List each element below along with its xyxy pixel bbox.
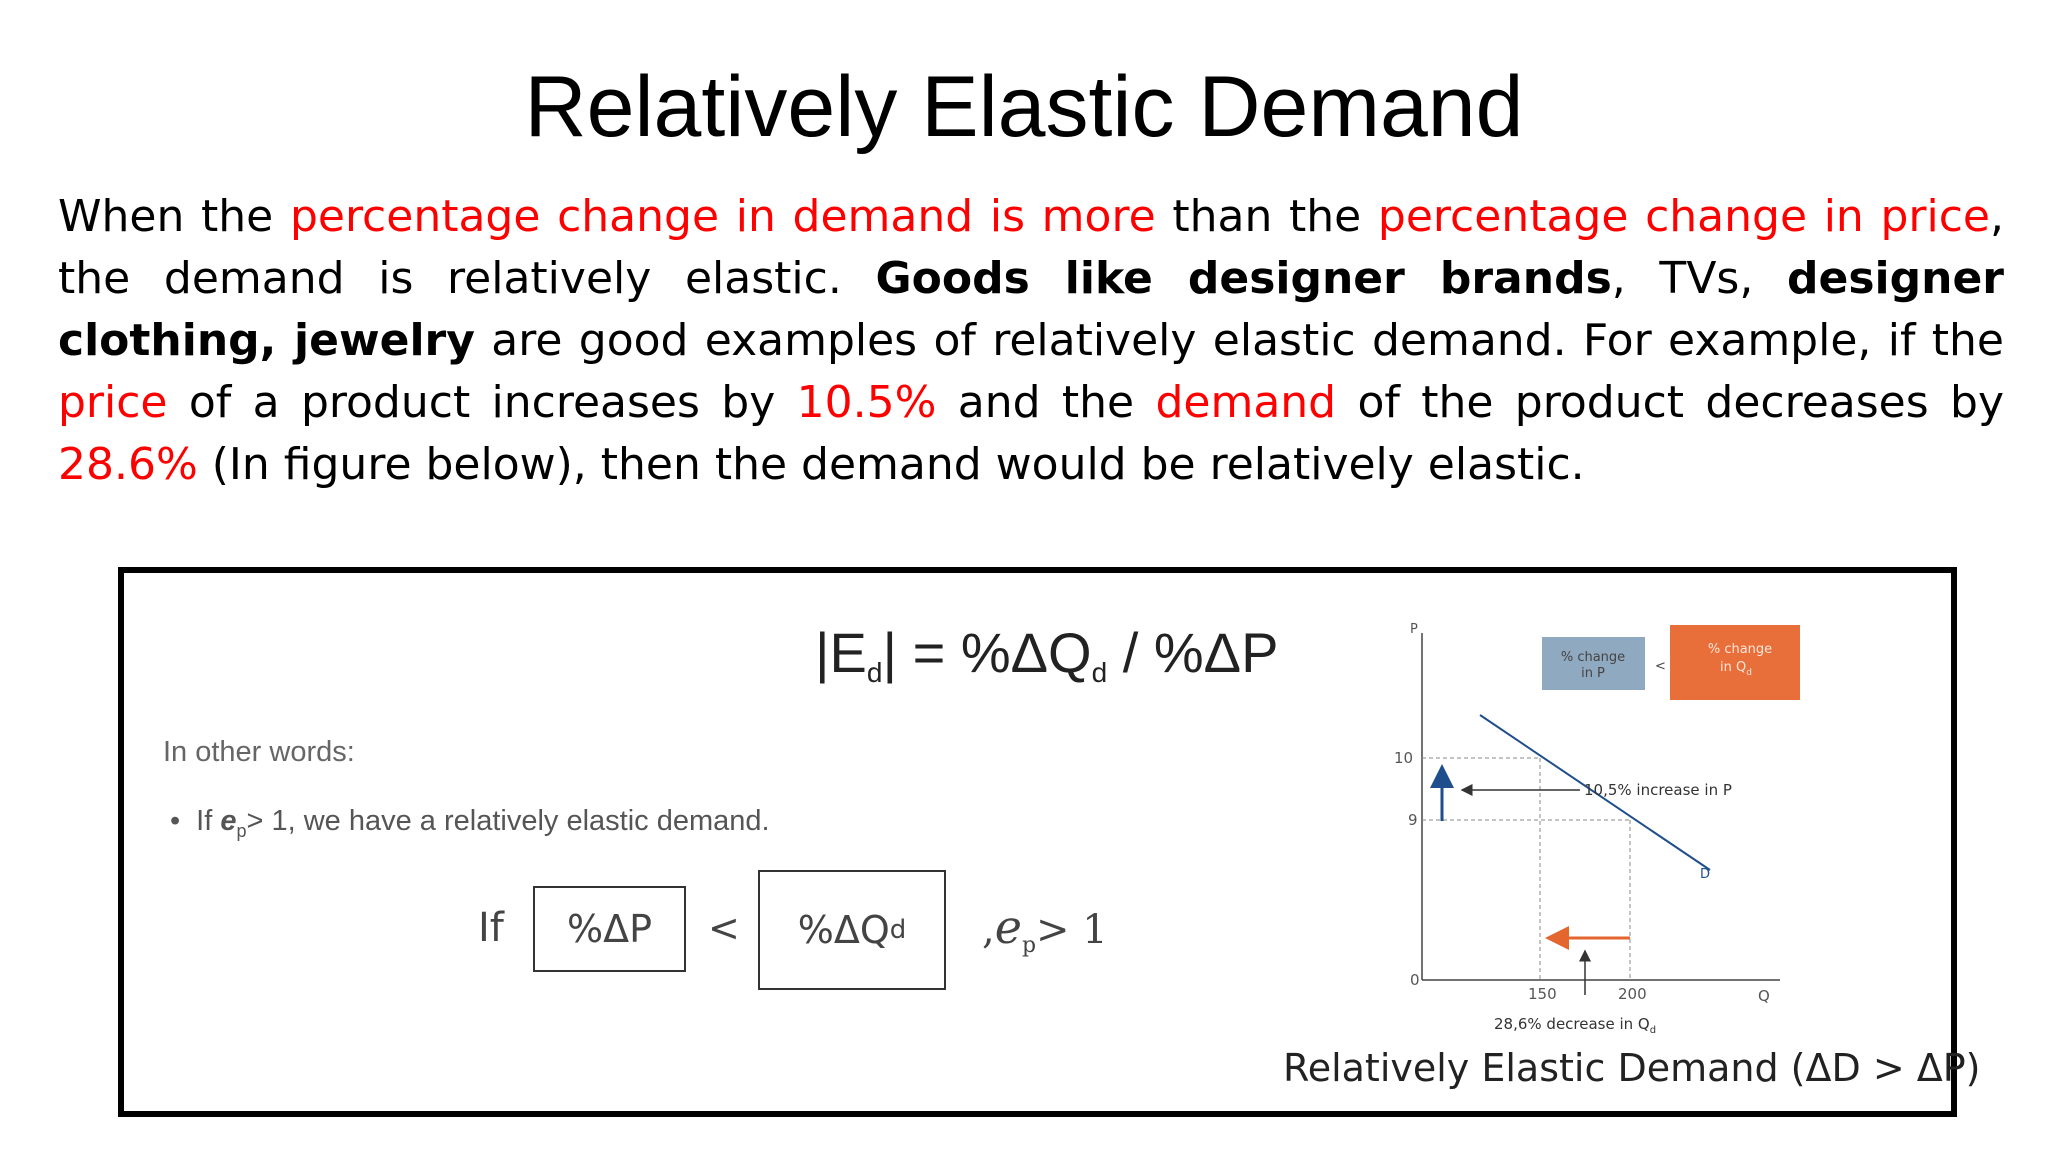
formula-part: |E — [815, 621, 867, 684]
price-annotation: 10,5% increase in P — [1584, 781, 1732, 799]
bullet-symbol: e — [220, 805, 237, 837]
highlight-text: price — [58, 377, 168, 428]
text-run: are good examples of relatively elastic … — [474, 315, 2004, 366]
bullet-sub: p — [236, 820, 247, 841]
change-p-box-line2: in P — [1581, 666, 1605, 681]
text-run: than the — [1155, 191, 1378, 242]
highlight-text: 28.6% — [58, 439, 198, 490]
origin-label: 0 — [1410, 971, 1420, 989]
demand-curve — [1479, 714, 1711, 871]
change-p-box-line1: % change — [1561, 650, 1625, 665]
x-tick-label: 150 — [1528, 985, 1557, 1003]
bold-text: Goods like designer brands — [875, 253, 1612, 304]
x-tick-label: 200 — [1618, 985, 1647, 1003]
inequality-operator: < — [708, 906, 740, 950]
page-title: Relatively Elastic Demand — [524, 59, 1524, 155]
tail-symbol: e — [994, 900, 1022, 954]
text-run: and the — [936, 377, 1156, 428]
change-q-box-line2: in Qd — [1720, 660, 1752, 678]
change-q-box-line1: % change — [1708, 642, 1772, 657]
body-paragraph: When the percentage change in demand is … — [58, 186, 2004, 496]
y-tick-label: 10 — [1394, 749, 1413, 767]
boxes-operator: < — [1655, 659, 1666, 674]
bullet-text: > 1, we have a relatively elastic demand… — [246, 805, 770, 837]
text-run: (In figure below), then the demand would… — [197, 439, 1585, 490]
demand-graph: P Q 0 10 9 150 200 D 10,5% increase in P… — [1394, 622, 1800, 1035]
qty-annotation: 28,6% decrease in Qd — [1494, 1015, 1656, 1035]
x-axis-label: Q — [1758, 987, 1770, 1005]
change-p-box — [1542, 637, 1645, 690]
inequality-left-box: %ΔP — [533, 886, 686, 972]
inequality-right-sub: d — [889, 915, 907, 945]
formula-part: / %ΔP — [1107, 621, 1279, 684]
bullet-item: • If ep> 1, we have a relatively elastic … — [170, 805, 770, 842]
highlight-text: 10.5% — [796, 377, 937, 428]
change-q-box — [1670, 625, 1800, 700]
inequality-if: If — [478, 905, 504, 951]
elasticity-formula: |Ed| = %ΔQd / %ΔP — [815, 620, 1278, 689]
formula-part: | = %ΔQ — [882, 621, 1092, 684]
text-run: , the demand is relatively elastic. — [58, 191, 2005, 304]
bullet-text: If — [196, 805, 221, 837]
highlight-text: demand — [1155, 377, 1337, 428]
tail-comma: , — [982, 907, 995, 953]
bold-text: designer clothing, jewelry — [58, 253, 2004, 366]
y-axis-label: P — [1410, 622, 1418, 637]
text-run: When the — [58, 191, 290, 242]
text-run: of the product decreases by — [1336, 377, 2004, 428]
formula-sub: d — [866, 657, 883, 688]
y-tick-label: 9 — [1408, 811, 1418, 829]
tail-text: > 1 — [1036, 907, 1108, 953]
highlight-text: percentage change in demand is more — [289, 191, 1156, 242]
text-run: of a product increases by — [167, 377, 797, 428]
in-other-words-label: In other words: — [163, 736, 355, 768]
text-run: , TVs, — [1611, 253, 1788, 304]
formula-sub: d — [1091, 657, 1108, 688]
inequality-right-text: %ΔQ — [797, 908, 890, 952]
tail-sub: p — [1021, 933, 1037, 958]
inequality-tail: ,ep> 1 — [982, 900, 1108, 958]
bullet-dot: • — [170, 805, 181, 837]
inequality-right-box: %ΔQ d — [758, 870, 946, 990]
highlight-text: percentage change in price — [1377, 191, 1991, 242]
demand-curve-label: D — [1700, 867, 1710, 882]
inequality-left-text: %ΔP — [566, 907, 653, 951]
figure-frame — [118, 567, 1957, 1117]
figure-caption: Relatively Elastic Demand (ΔD > ΔP) — [1283, 1046, 1981, 1090]
